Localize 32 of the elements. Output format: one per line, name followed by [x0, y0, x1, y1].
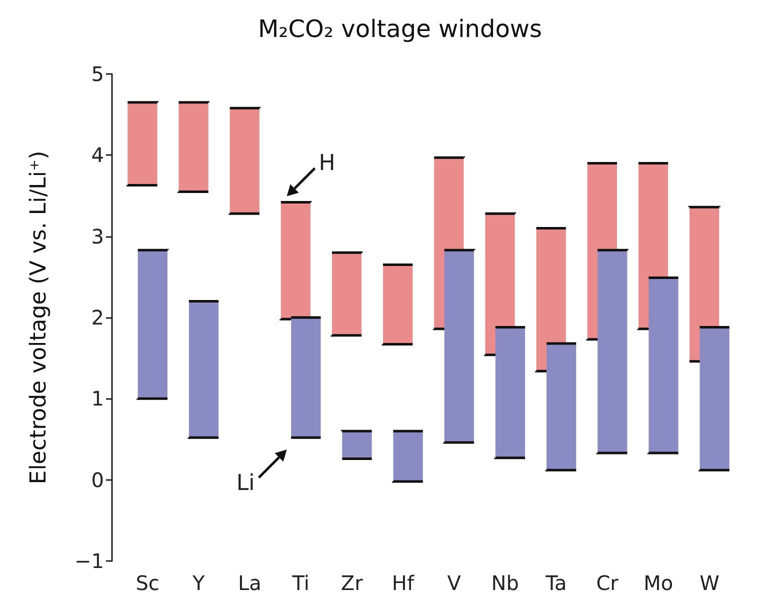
- x-tick-label: Y: [192, 571, 206, 595]
- y-tick-label: 4: [91, 143, 104, 168]
- bar: [330, 251, 363, 337]
- y-tick-label: 1: [91, 386, 104, 411]
- x-tick-label: Ti: [291, 571, 310, 595]
- bar: [392, 430, 424, 483]
- y-tick-label: −1: [74, 549, 104, 573]
- bar: [126, 101, 158, 186]
- y-tick-label: 0: [91, 468, 104, 492]
- y-tick-label: 3: [91, 224, 104, 248]
- x-tick-label: Mo: [644, 571, 674, 595]
- y-tick-label: 5: [91, 62, 104, 86]
- annotation: Li: [236, 470, 255, 496]
- bar: [382, 263, 414, 346]
- bar: [188, 300, 220, 439]
- x-tick-label: Ta: [544, 571, 567, 595]
- y-axis-title: Electrode voltage (V vs. Li/Li⁺): [26, 150, 52, 484]
- x-tick-label: Sc: [136, 571, 160, 595]
- y-tick-label: 2: [91, 306, 104, 330]
- x-tick-label: La: [238, 571, 262, 595]
- x-tick-label: Hf: [392, 571, 415, 595]
- annotation: H: [318, 151, 336, 176]
- bar: [177, 101, 210, 193]
- bar: [136, 248, 169, 400]
- x-tick-label: Cr: [596, 571, 620, 595]
- chart-title: M₂CO₂ voltage windows: [258, 15, 542, 43]
- x-tick-label: V: [447, 571, 462, 595]
- x-tick-label: Nb: [491, 571, 519, 595]
- x-tick-label: Zr: [340, 571, 364, 595]
- x-tick-label: W: [700, 571, 720, 595]
- bar: [340, 430, 374, 460]
- bar: [228, 106, 261, 215]
